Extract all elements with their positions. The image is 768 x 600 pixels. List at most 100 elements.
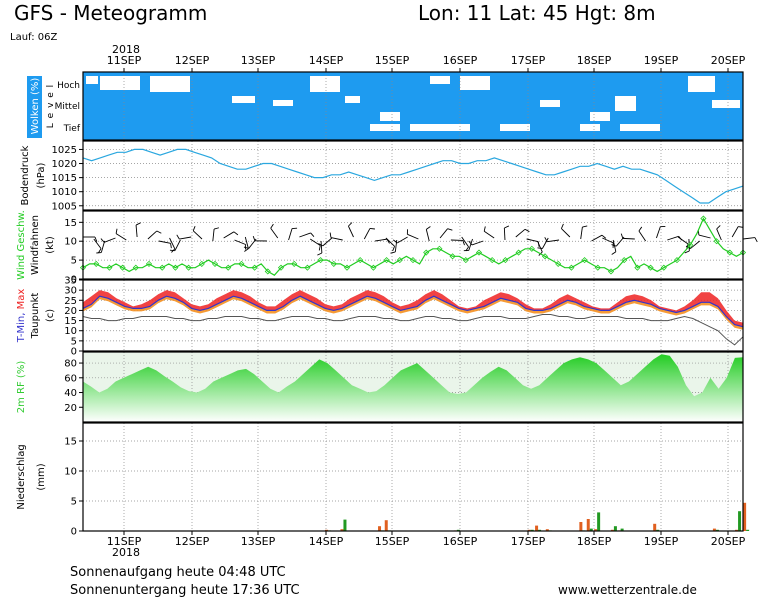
wind-barb-feather xyxy=(447,228,453,231)
y-tick-label: 10 xyxy=(64,326,77,337)
precip-bar-orange xyxy=(594,529,598,531)
precip-bar-orange xyxy=(378,526,382,531)
wind-point xyxy=(145,260,153,267)
cloud-gap xyxy=(615,96,636,111)
wind-point xyxy=(211,260,219,267)
precip-bar-orange xyxy=(384,520,388,531)
top-date-label: 14SEP xyxy=(309,54,344,67)
wind-barb-feather xyxy=(468,240,473,246)
top-date-label: 19SEP xyxy=(644,54,679,67)
y-tick-label: 1015 xyxy=(52,173,77,184)
wind-barb-feather xyxy=(94,236,98,242)
wind-barb-feather xyxy=(392,246,395,252)
cloud-gap xyxy=(620,124,660,131)
wind-barb xyxy=(716,228,722,241)
rf-area xyxy=(83,354,743,422)
wind-barb xyxy=(731,226,739,238)
wind-barb-feather xyxy=(310,232,315,237)
top-year-label: 2018 xyxy=(112,43,140,56)
taupunkt-line xyxy=(82,314,744,346)
wind-point xyxy=(489,257,496,264)
wind-barb-feather xyxy=(601,234,607,239)
wind-barb-feather xyxy=(582,225,588,228)
wind-point xyxy=(132,264,139,271)
wind-point xyxy=(634,264,641,271)
wind-barb xyxy=(591,234,603,242)
panel-border xyxy=(82,71,744,141)
wind-point xyxy=(225,264,232,271)
y-tick-label: 10 xyxy=(64,237,77,248)
cloud-gap xyxy=(273,100,293,106)
y-tick-label: 25 xyxy=(64,296,77,307)
wind-point xyxy=(251,264,258,271)
cloud-gap xyxy=(370,124,400,131)
wind-point xyxy=(436,245,443,252)
top-date-label: 20SEP xyxy=(711,54,746,67)
wind-point xyxy=(159,264,166,271)
cloud-gap xyxy=(232,96,255,103)
panel-ylabel: (mm) xyxy=(36,463,47,490)
wind-barb-feather xyxy=(270,223,274,229)
wind-barb xyxy=(483,230,495,239)
wind-point xyxy=(198,260,205,267)
y-tick-label: 15 xyxy=(64,437,77,448)
wind-barb xyxy=(330,237,343,241)
wind-barb xyxy=(363,228,371,240)
wind-speed-line xyxy=(82,217,744,276)
wind-barb xyxy=(425,229,430,242)
cloud-gap xyxy=(86,76,98,84)
wind-point xyxy=(238,260,245,267)
wind-barb-feather xyxy=(483,226,486,232)
top-date-label: 18SEP xyxy=(577,54,612,67)
wind-barb xyxy=(223,231,235,239)
bottom-date-label: 15SEP xyxy=(375,535,410,548)
y-tick-label: 40 xyxy=(64,388,77,399)
cloud-gap xyxy=(688,76,715,92)
wind-barb-feather xyxy=(684,250,690,254)
wind-point xyxy=(383,257,390,264)
cloud-gap xyxy=(460,76,490,90)
y-tick-label: 5 xyxy=(71,256,77,267)
wind-point xyxy=(277,264,285,271)
temp-lower-band xyxy=(83,296,743,330)
wind-barb-feather xyxy=(348,222,353,227)
bottom-date-label: 17SEP xyxy=(511,535,546,548)
wind-barb-feather xyxy=(390,251,396,254)
panel-border xyxy=(82,279,744,352)
panel-ylabel: Wolken (%) xyxy=(30,78,41,135)
wind-point xyxy=(449,253,456,260)
panel-border xyxy=(82,351,744,423)
panel-border xyxy=(82,422,744,532)
panel-ylabel: (c) xyxy=(45,309,56,322)
panel-ylabel: (kt) xyxy=(45,236,56,254)
bottom-date-label: 16SEP xyxy=(443,535,478,548)
wind-barb xyxy=(169,237,176,249)
wind-barb xyxy=(742,237,755,240)
precip-bar-orange xyxy=(579,522,583,531)
wind-barb-feather xyxy=(560,223,564,229)
tmin-line xyxy=(82,295,744,328)
panel-ylabel: Wind Geschw. xyxy=(16,210,27,280)
panel-bodendruck: 1005 1010 1015 1020 1025 Bodendruck (hPa) xyxy=(20,140,744,212)
y-tick-label: 30 xyxy=(64,286,77,297)
wind-barb-feather xyxy=(233,231,239,236)
wind-barb xyxy=(468,238,473,251)
wind-barb xyxy=(212,229,215,242)
wind-barb-feather xyxy=(611,244,617,247)
cloud-gap xyxy=(100,76,140,90)
wolken-label-bg xyxy=(27,76,42,138)
cloud-gap xyxy=(540,100,560,107)
wind-barb-feather xyxy=(169,249,175,252)
wind-barb xyxy=(299,232,311,238)
wind-point xyxy=(317,257,324,264)
top-date-label: 17SEP xyxy=(511,54,546,67)
y-tick-label: 35 xyxy=(64,276,77,287)
panel-wolken: Hoch Mittel Tief Wolken (%) L e v e l xyxy=(27,71,744,141)
wind-point xyxy=(106,264,113,271)
precip-bar-orange xyxy=(743,502,747,531)
wind-barb xyxy=(135,225,138,238)
wind-barb-feather xyxy=(244,248,249,252)
panel-ylabel: T-Min, Max xyxy=(16,289,27,344)
